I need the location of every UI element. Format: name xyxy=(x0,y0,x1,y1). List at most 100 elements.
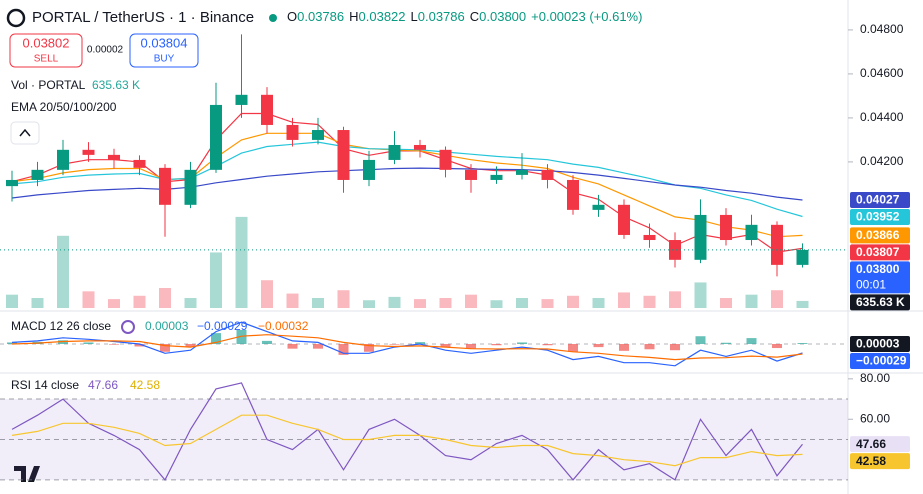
y-tick-label: 0.04600 xyxy=(860,66,904,80)
candle-body xyxy=(592,204,605,210)
macd-histogram-bar xyxy=(160,344,170,352)
candle-body xyxy=(82,149,95,155)
price-tag xyxy=(850,353,910,369)
macd-line xyxy=(11,321,803,367)
candle-body xyxy=(567,179,579,210)
price-tag xyxy=(850,208,910,225)
price-tag-label: 0.03807 xyxy=(856,245,900,259)
volume-bar xyxy=(235,216,248,308)
macd-histogram-bar xyxy=(542,344,553,346)
volume-bar xyxy=(31,298,44,308)
macd-histogram-bar xyxy=(644,344,655,350)
ohlc-key: L xyxy=(411,9,418,24)
sell-label[interactable]: SELL xyxy=(34,54,59,65)
rsi-line xyxy=(11,382,803,481)
macd-line xyxy=(11,334,803,361)
price-tag-label: −0.00029 xyxy=(856,354,907,368)
market-status xyxy=(269,14,277,22)
buy-button[interactable] xyxy=(129,33,199,68)
buy-price[interactable]: 0.03804 xyxy=(141,35,188,50)
spread: 0.00002 xyxy=(87,45,124,56)
ohlc-value: 0.03786 xyxy=(418,9,465,24)
candle-body xyxy=(516,169,528,175)
volume-bar xyxy=(490,300,503,308)
candle-body xyxy=(771,224,783,265)
y-tick-label: 80.00 xyxy=(860,371,890,385)
buy-label[interactable]: BUY xyxy=(154,54,175,65)
volume-bar xyxy=(567,295,579,308)
volume-value: 635.63 K xyxy=(92,78,140,92)
collapse-button[interactable] xyxy=(10,121,40,145)
volume-bar xyxy=(796,300,809,308)
price-tag xyxy=(850,244,910,261)
y-tick-label: 60.00 xyxy=(860,411,890,425)
macd-histogram-bar xyxy=(364,344,374,352)
macd-histogram-bar xyxy=(58,340,68,344)
macd-histogram-bar xyxy=(517,342,527,344)
candle-body xyxy=(720,214,732,241)
macd-histogram-bar xyxy=(491,344,502,346)
macd-histogram-bar xyxy=(797,343,808,344)
price-tag-label: 635.63 K xyxy=(856,295,905,309)
collapse-icon[interactable] xyxy=(19,128,31,137)
ema-line xyxy=(11,167,803,201)
y-tick-label: 0.04800 xyxy=(860,22,904,36)
candle-body xyxy=(133,159,146,168)
candle-body xyxy=(108,154,120,160)
volume-bar xyxy=(439,298,452,308)
volume-bar xyxy=(720,298,732,308)
macd-histogram-bar xyxy=(389,344,400,345)
rsi-value: 47.66 xyxy=(88,378,118,392)
sell-button[interactable] xyxy=(9,33,83,68)
candle-body xyxy=(184,169,197,205)
macd-histogram-bar xyxy=(313,344,323,349)
macd-histogram-bar xyxy=(338,344,349,355)
volume-bar xyxy=(133,295,146,308)
symbol-title: PORTAL / TetherUS · 1 · Binance xyxy=(32,9,254,26)
volume-bar xyxy=(210,252,222,308)
candle-body xyxy=(643,234,656,241)
volume-bar xyxy=(184,298,197,308)
candle-body xyxy=(312,130,324,140)
macd-histogram-bar xyxy=(211,333,221,344)
ohlc-key: C xyxy=(470,9,479,24)
candle-body xyxy=(210,104,222,170)
candle-body xyxy=(796,249,809,265)
volume-bar xyxy=(388,296,401,308)
y-tick-label: 0.04400 xyxy=(860,110,904,124)
price-tag-label: 0.03800 xyxy=(856,262,900,276)
volume-bar xyxy=(363,300,375,308)
macd-histogram-bar xyxy=(593,344,604,348)
volume-bar xyxy=(541,299,554,308)
symbol-logo xyxy=(6,8,26,28)
macd-value: −0.00029 xyxy=(197,319,248,333)
y-tick-label: 0.04200 xyxy=(860,154,904,168)
macd-histogram-bar xyxy=(83,342,94,344)
volume-bar xyxy=(414,299,426,308)
price-tag xyxy=(850,191,910,208)
macd-histogram-bar xyxy=(134,344,145,347)
volume-bar xyxy=(694,282,707,308)
price-tag-label: 0.00003 xyxy=(856,337,900,351)
macd-histogram-bar xyxy=(568,344,578,352)
macd-histogram-bar xyxy=(415,342,425,344)
price-tag xyxy=(850,294,910,311)
price-tag xyxy=(850,436,910,453)
rsi-ma-value: 42.58 xyxy=(130,378,160,392)
macd-settings-icon[interactable] xyxy=(121,320,135,334)
volume-bar xyxy=(669,291,681,308)
macd-histogram-bar xyxy=(109,344,119,345)
candle-body xyxy=(31,169,44,180)
volume-bar xyxy=(643,295,656,308)
volume-bar xyxy=(465,294,477,308)
price-tag xyxy=(850,453,910,470)
volume-bar xyxy=(108,299,120,308)
candle-body xyxy=(490,174,503,180)
sell-price[interactable]: 0.03802 xyxy=(23,35,70,50)
tradingview-logo xyxy=(14,466,40,482)
price-tag-label: 0.03952 xyxy=(856,210,900,224)
macd-histogram-bar xyxy=(746,338,757,344)
candle-body xyxy=(541,169,554,180)
candle-body xyxy=(439,149,452,170)
